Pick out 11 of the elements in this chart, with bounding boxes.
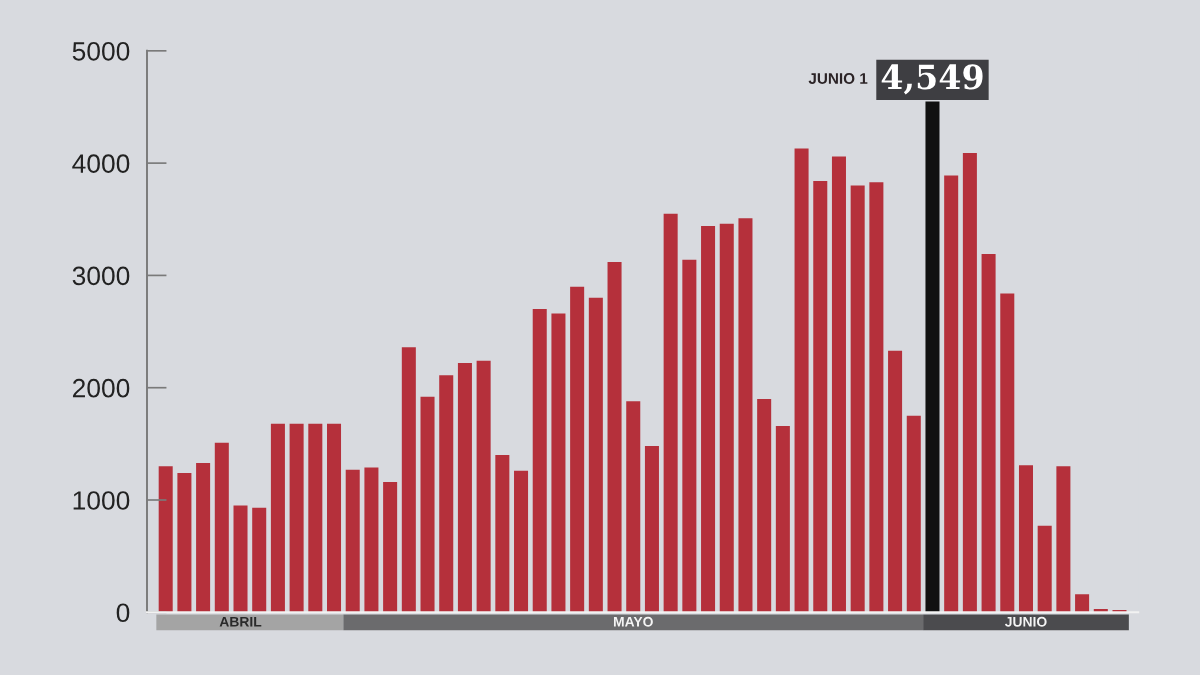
x-tick-label: ABRIL	[219, 616, 262, 627]
y-tick-label: 2000	[72, 378, 130, 398]
annotation: JUNIO 1	[808, 73, 868, 84]
y-tick-label: 0	[116, 603, 130, 623]
x-tick-label: MAYO	[613, 616, 653, 627]
y-tick-label: 1000	[73, 491, 130, 510]
y-tick-label: 5000	[72, 41, 130, 61]
data-label: 4,549	[881, 64, 983, 95]
y-tick-label: 3000	[72, 266, 130, 286]
x-tick-label: JUNIO	[1004, 616, 1047, 627]
y-tick-label: 4000	[72, 154, 130, 173]
